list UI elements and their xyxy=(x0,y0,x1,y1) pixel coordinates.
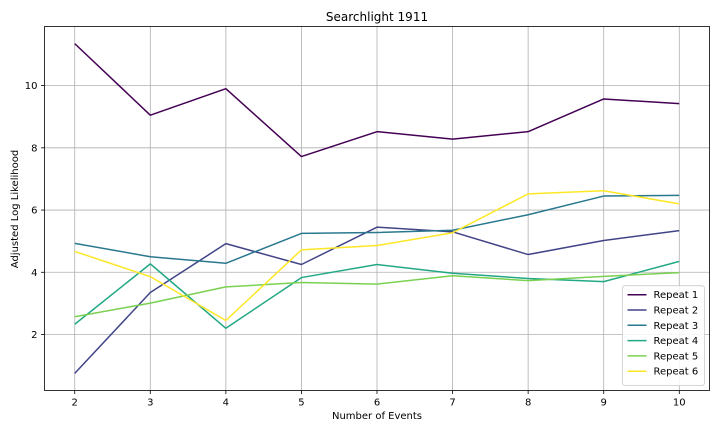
legend-label: Repeat 5 xyxy=(654,351,699,362)
series-line-repeat-4 xyxy=(74,260,680,330)
x-tick-label: 5 xyxy=(298,398,304,409)
series-line-repeat-5 xyxy=(74,271,680,318)
x-tick-label: 9 xyxy=(601,398,607,409)
series-line-repeat-2 xyxy=(74,226,680,374)
y-tick-label: 8 xyxy=(31,143,37,154)
chart-title: Searchlight 1911 xyxy=(326,10,428,24)
y-tick-label: 2 xyxy=(31,330,37,341)
x-tick-label: 3 xyxy=(147,398,153,409)
x-tick-label: 2 xyxy=(72,398,78,409)
series-line-repeat-6 xyxy=(74,190,680,322)
y-tick-label: 10 xyxy=(25,81,38,92)
x-axis-label: Number of Events xyxy=(332,411,422,422)
legend-label: Repeat 3 xyxy=(654,321,699,332)
x-tick-label: 7 xyxy=(449,398,455,409)
x-tick-label: 4 xyxy=(223,398,229,409)
y-tick-label: 4 xyxy=(31,268,37,279)
x-tick-label: 8 xyxy=(525,398,531,409)
x-tick-label: 10 xyxy=(673,398,686,409)
legend-label: Repeat 1 xyxy=(654,290,699,301)
series-lines xyxy=(74,43,680,374)
grid xyxy=(44,26,710,391)
series-line-repeat-3 xyxy=(74,194,680,265)
y-tick-label: 6 xyxy=(31,206,37,217)
series-line-repeat-1 xyxy=(74,43,680,158)
x-tick-label: 6 xyxy=(374,398,380,409)
legend-label: Repeat 2 xyxy=(654,306,699,317)
y-axis-label: Adjusted Log Likelihood xyxy=(10,150,21,268)
axis-ticks: 2 3 4 5 6 7 8 9 10 2 4 6 8 10 xyxy=(25,81,686,408)
legend-label: Repeat 6 xyxy=(654,367,699,378)
legend: Repeat 1 Repeat 2 Repeat 3 Repeat 4 Repeat 5… xyxy=(622,285,705,386)
legend-label: Repeat 4 xyxy=(654,336,699,347)
